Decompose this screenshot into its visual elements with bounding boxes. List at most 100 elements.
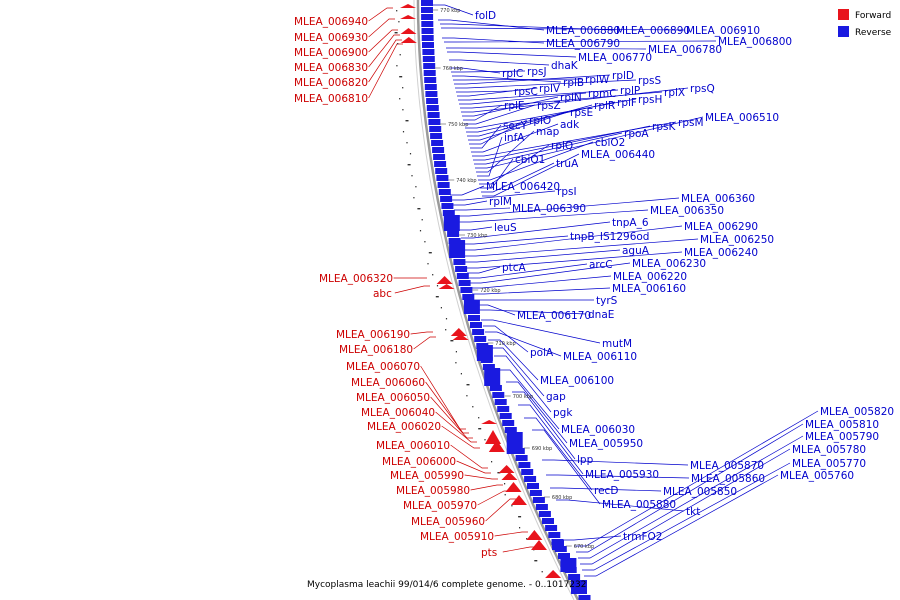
kbp-tick-label: 700 kbp <box>513 394 533 400</box>
gene-label-rplo: rplO <box>529 115 551 127</box>
forward-leader-line <box>502 546 536 553</box>
reverse-leader-line <box>574 410 819 547</box>
reverse-leader-line <box>578 435 804 559</box>
gene-label-secy: secY <box>503 120 528 132</box>
reverse-leader-line <box>550 487 662 492</box>
gene-label-mlea-006240: MLEA_006240 <box>684 247 758 259</box>
gene-label-dnae: dnaE <box>588 309 614 321</box>
forward-gene-block <box>505 482 522 492</box>
reverse-gene-block <box>504 427 517 433</box>
gene-label-mlea-005860: MLEA_005860 <box>691 473 765 485</box>
gene-label-map: map <box>536 126 560 138</box>
backbone-arc <box>416 0 580 600</box>
reverse-leader-line <box>532 429 601 505</box>
reverse-leader-line <box>447 51 577 58</box>
reverse-leader-line <box>449 59 550 66</box>
reverse-gene-block <box>535 504 548 510</box>
track-marker <box>519 527 521 529</box>
gene-label-mlea-005760: MLEA_005760 <box>780 470 854 482</box>
forward-gene-block <box>545 570 562 578</box>
track-marker <box>411 175 413 177</box>
forward-leader-line <box>368 7 393 22</box>
gene-label-mlea-006050: MLEA_006050 <box>356 392 430 404</box>
reverse-leader-line <box>459 226 493 231</box>
gene-label-mlea-006880: MLEA_006880 <box>546 25 620 37</box>
reverse-gene-block <box>428 119 441 125</box>
track-marker <box>417 208 421 210</box>
forward-gene-block <box>485 430 501 444</box>
gene-label-mlea-006770: MLEA_006770 <box>578 52 652 64</box>
reverse-gene-block <box>421 28 434 34</box>
gene-label-mlea-006510: MLEA_006510 <box>705 112 779 124</box>
forward-gene-block <box>498 465 515 473</box>
gene-label-mlea-005820: MLEA_005820 <box>820 406 894 418</box>
gene-label-rplp: rplP <box>620 85 640 97</box>
reverse-leader-line <box>494 355 552 413</box>
gene-label-rplq: rplQ <box>551 140 573 152</box>
gene-label-agua: aguA <box>622 245 650 257</box>
forward-leader-line <box>494 531 528 537</box>
reverse-gene-block <box>548 532 561 538</box>
gene-label-mlea-005810: MLEA_005810 <box>805 419 879 431</box>
reverse-leader-line <box>440 23 615 31</box>
reverse-gene-block <box>422 49 435 55</box>
track-marker <box>421 219 423 221</box>
forward-gene-block <box>526 530 543 540</box>
track-marker <box>435 296 439 298</box>
gene-label-mlea-006890: MLEA_006890 <box>616 25 690 37</box>
gene-label-rpsh: rpsH <box>638 94 662 106</box>
reverse-leader-line <box>483 325 529 353</box>
kbp-tick-label: 710 kbp <box>495 341 515 347</box>
track-marker <box>460 373 462 375</box>
gene-label-mlea-006180: MLEA_006180 <box>339 344 413 356</box>
gene-label-mlea-006170: MLEA_006170 <box>517 310 591 322</box>
reverse-gene-block <box>492 392 505 398</box>
kbp-tick-label: 720 kbp <box>480 288 500 294</box>
reverse-gene-block <box>532 497 545 503</box>
reverse-gene-block <box>515 455 528 461</box>
reverse-leader-line <box>491 347 545 397</box>
reverse-gene-block <box>424 77 437 83</box>
reverse-leader-line <box>457 87 538 97</box>
reverse-leader-line <box>462 96 559 117</box>
reverse-gene-block <box>476 345 493 361</box>
reverse-leader-line <box>466 101 616 133</box>
gene-label-mlea-005780: MLEA_005780 <box>792 444 866 456</box>
gene-label-rplc: rplC <box>502 68 523 80</box>
reverse-leader-line <box>476 130 535 173</box>
reverse-leader-line <box>470 124 502 149</box>
track-marker <box>511 505 513 507</box>
reverse-gene-block <box>552 540 564 550</box>
gene-label-mlea-006440: MLEA_006440 <box>581 149 655 161</box>
gene-label-mlea-006810: MLEA_006810 <box>294 93 368 105</box>
track-marker <box>466 384 470 386</box>
gene-label-rpsq: rpsQ <box>690 83 715 95</box>
gene-label-mlea-006900: MLEA_006900 <box>294 47 368 59</box>
reverse-leader-line <box>485 331 562 357</box>
gene-label-rplx: rplX <box>664 87 685 99</box>
kbp-tick-label: 760 kbp <box>443 66 463 72</box>
reverse-gene-block <box>435 168 448 174</box>
forward-gene-block <box>436 276 453 284</box>
kbp-ticks: 770 kbp 760 kbp 750 kbp 740 kbp 730 kbp 720 k… <box>432 8 594 550</box>
gene-label-mlea-006830: MLEA_006830 <box>294 62 368 74</box>
gene-label-rplv: rplV <box>539 83 561 95</box>
kbp-tick-label: 750 kbp <box>448 122 468 128</box>
reverse-gene-block <box>468 315 480 321</box>
reverse-gene-block <box>456 273 469 279</box>
reverse-gene-block <box>506 432 523 454</box>
gene-label-mlea-006800: MLEA_006800 <box>718 36 792 48</box>
track-marker <box>419 230 422 232</box>
reverse-gene-block <box>429 126 442 132</box>
gene-label-mlea-006000: MLEA_006000 <box>382 456 456 468</box>
reverse-leader-line <box>459 92 587 105</box>
reverse-gene-block <box>578 595 591 600</box>
reverse-leader-line <box>556 499 685 512</box>
gene-label-rplm: rplM <box>489 196 512 208</box>
gene-label-tyrs: tyrS <box>596 295 618 307</box>
reverse-leader-line <box>433 4 474 16</box>
gene-label-mlea-005990: MLEA_005990 <box>390 470 464 482</box>
reverse-leader-line <box>471 123 559 153</box>
forward-leader-line <box>368 34 400 68</box>
forward-leader-line <box>441 425 480 449</box>
